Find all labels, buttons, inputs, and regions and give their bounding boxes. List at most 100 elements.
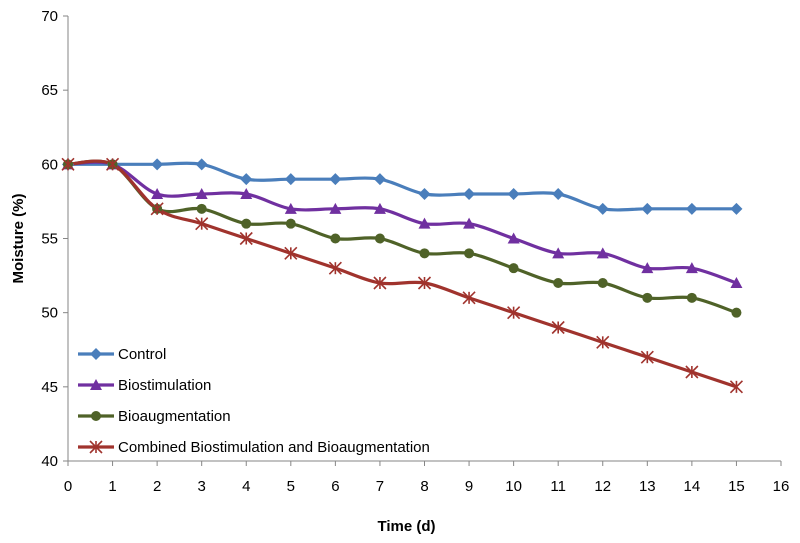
data-point-s2-10 (507, 232, 520, 244)
x-axis-title: Time (d) (377, 518, 435, 535)
data-point-s4-5 (284, 246, 298, 260)
y-tick-label: 45 (41, 379, 58, 396)
legend-item-4: Combined Biostimulation and Bioaugmentat… (78, 439, 430, 456)
data-point-s3-14 (686, 292, 697, 303)
data-point-s4-1 (105, 157, 120, 171)
data-point-s3-6 (330, 233, 341, 244)
data-point-s3-9 (464, 248, 475, 259)
data-point-s4-0 (61, 157, 75, 171)
data-point-s2-5 (284, 202, 297, 214)
data-point-s1-12 (596, 202, 609, 215)
data-point-s4-10 (507, 306, 521, 320)
data-point-s1-8 (418, 188, 431, 200)
x-tick-label: 15 (728, 478, 745, 495)
data-point-s2-15 (730, 277, 743, 288)
data-point-s1-4 (240, 173, 253, 186)
y-tick-label: 70 (41, 8, 58, 25)
x-tick-label: 7 (376, 478, 384, 495)
data-point-s3-5 (285, 218, 296, 229)
data-point-s2-12 (596, 247, 609, 259)
x-tick-label: 5 (287, 478, 295, 495)
data-point-s1-5 (284, 173, 297, 186)
data-point-s4-8 (417, 276, 432, 290)
x-tick-label: 8 (420, 478, 428, 495)
series-line-4 (67, 159, 737, 389)
data-point-s1-9 (463, 188, 476, 200)
data-point-s1-13 (641, 202, 654, 215)
legend: Control Biostimulation Bioaugmentation Comb… (78, 346, 430, 456)
legend-item-3: Bioaugmentation (78, 408, 231, 425)
data-point-s3-7 (374, 233, 385, 244)
legend-marker (90, 379, 102, 390)
legend-label: Bioaugmentation (118, 408, 231, 425)
x-tick-label: 12 (594, 478, 611, 495)
data-point-s2-2 (151, 188, 164, 199)
x-tick-label: 1 (108, 478, 116, 495)
data-point-s2-7 (373, 202, 386, 214)
data-point-s4-3 (195, 217, 209, 231)
data-point-s3-12 (597, 278, 608, 288)
legend-label: Control (118, 346, 166, 363)
data-point-s2-4 (240, 188, 253, 199)
data-point-s2-11 (552, 247, 565, 259)
legend-marker (89, 440, 103, 454)
data-point-s3-3 (196, 203, 207, 214)
data-point-s4-2 (150, 202, 164, 216)
data-point-s2-8 (418, 217, 431, 229)
x-tick-label: 6 (331, 478, 339, 495)
data-point-s4-15 (729, 380, 744, 394)
data-point-s3-10 (508, 263, 519, 274)
data-point-s4-6 (328, 261, 342, 275)
data-point-s3-13 (642, 292, 653, 303)
y-tick-label: 40 (41, 453, 58, 470)
x-tick-label: 0 (64, 478, 72, 495)
data-point-s3-4 (241, 218, 252, 229)
x-tick-label: 14 (684, 478, 701, 495)
x-tick-label: 3 (198, 478, 206, 495)
y-axis-title: Moisture (%) (10, 193, 27, 283)
legend-label: Biostimulation (118, 377, 211, 394)
data-point-s2-14 (685, 262, 698, 274)
data-point-s4-7 (373, 276, 387, 290)
data-point-s1-14 (685, 202, 698, 215)
legend-marker (90, 348, 102, 360)
data-point-s4-4 (239, 231, 253, 246)
data-point-s1-2 (151, 158, 164, 171)
data-point-s4-9 (462, 291, 476, 305)
x-tick-label: 13 (639, 478, 656, 495)
data-point-s3-11 (553, 278, 564, 288)
y-tick-label: 55 (41, 231, 58, 248)
x-tick-label: 16 (773, 478, 790, 495)
data-point-s2-9 (463, 217, 476, 229)
x-tick-label: 11 (550, 478, 566, 495)
y-tick-label: 60 (41, 156, 58, 173)
series-lines (67, 159, 737, 389)
x-tick-label: 9 (465, 478, 473, 495)
data-point-s2-3 (195, 188, 208, 199)
data-point-s2-13 (641, 262, 654, 274)
x-tick-label: 2 (153, 478, 161, 495)
data-point-s1-6 (329, 173, 342, 186)
legend-item-1: Control (78, 346, 166, 363)
data-point-s4-12 (596, 335, 610, 349)
data-point-s1-15 (730, 202, 743, 215)
y-tick-label: 50 (41, 305, 58, 322)
data-point-s4-14 (685, 365, 699, 379)
series-line-2 (67, 160, 737, 285)
data-point-s3-15 (731, 307, 742, 318)
series-line-3 (67, 159, 737, 315)
data-point-s4-11 (551, 320, 565, 335)
legend-label: Combined Biostimulation and Bioaugmentat… (118, 439, 430, 456)
data-point-s1-7 (373, 173, 386, 186)
series-markers (61, 157, 744, 394)
data-point-s1-10 (507, 188, 520, 200)
y-tick-label: 65 (41, 82, 58, 99)
x-tick-label: 4 (242, 478, 250, 495)
legend-marker (91, 411, 101, 421)
data-point-s2-6 (329, 202, 342, 214)
data-point-s4-13 (640, 350, 654, 364)
data-point-s1-3 (195, 158, 208, 171)
